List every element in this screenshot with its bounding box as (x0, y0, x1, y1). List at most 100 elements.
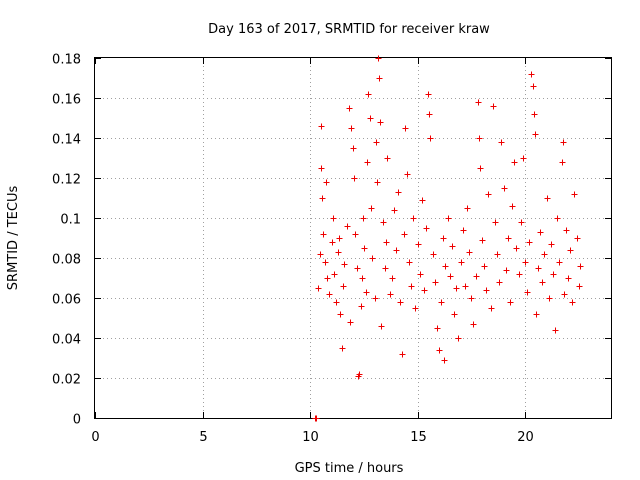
y-tick-label: 0.12 (52, 173, 81, 188)
data-point (481, 263, 488, 270)
data-point (532, 131, 539, 138)
data-point (556, 259, 563, 266)
data-point (430, 251, 437, 258)
data-point (383, 239, 390, 246)
data-point (571, 191, 578, 198)
data-point (464, 205, 471, 212)
data-point (442, 263, 449, 270)
data-point (485, 191, 492, 198)
data-point (350, 145, 357, 152)
x-tick-label: 5 (199, 430, 207, 445)
data-point (412, 305, 419, 312)
data-point (432, 279, 439, 286)
data-point (513, 245, 520, 252)
data-point (559, 159, 566, 166)
data-point (408, 283, 415, 290)
data-point (530, 83, 537, 90)
y-tick-label: 0.14 (52, 133, 81, 148)
data-point (374, 179, 381, 186)
data-point (395, 189, 402, 196)
data-point (393, 247, 400, 254)
data-point (460, 227, 467, 234)
data-point (451, 311, 458, 318)
data-point (330, 215, 337, 222)
data-point (462, 283, 469, 290)
data-point (552, 327, 559, 334)
data-point (339, 345, 346, 352)
data-point (372, 295, 379, 302)
data-point (359, 275, 366, 282)
data-point (535, 265, 542, 272)
data-point (368, 205, 375, 212)
data-point (563, 227, 570, 234)
data-point (507, 299, 514, 306)
data-point (317, 251, 324, 258)
data-point (449, 243, 456, 250)
data-point (473, 273, 480, 280)
data-point (377, 119, 384, 126)
data-point (319, 195, 326, 202)
data-point (365, 91, 372, 98)
data-point (380, 219, 387, 226)
data-point (445, 215, 452, 222)
data-point (509, 203, 516, 210)
data-point (458, 259, 465, 266)
data-point (382, 265, 389, 272)
data-point (404, 171, 411, 178)
y-tick-label: 0.18 (52, 53, 81, 68)
data-point (440, 235, 447, 242)
data-point (333, 299, 340, 306)
data-point (335, 249, 342, 256)
data-point (479, 237, 486, 244)
data-point (402, 125, 409, 132)
data-point (522, 259, 529, 266)
data-point (505, 235, 512, 242)
data-point (369, 255, 376, 262)
data-point (494, 251, 501, 258)
data-point (560, 139, 567, 146)
data-point (447, 273, 454, 280)
data-point (567, 247, 574, 254)
data-point (356, 371, 363, 378)
data-point (492, 219, 499, 226)
data-point (417, 271, 424, 278)
data-point (526, 239, 533, 246)
y-tick-label: 0.06 (52, 293, 81, 308)
data-point (565, 275, 572, 282)
data-point (360, 215, 367, 222)
x-tick-label: 10 (302, 430, 319, 445)
data-point (358, 303, 365, 310)
data-point (524, 289, 531, 296)
data-point (539, 279, 546, 286)
data-point (496, 279, 503, 286)
data-point (488, 305, 495, 312)
data-point (373, 139, 380, 146)
data-point (336, 235, 343, 242)
data-point (541, 251, 548, 258)
data-point (329, 239, 336, 246)
data-point (476, 135, 483, 142)
data-point (426, 111, 433, 118)
data-point (320, 231, 327, 238)
data-point (352, 231, 359, 238)
y-tick-label: 0.02 (52, 373, 81, 388)
x-tick-label: 20 (517, 430, 534, 445)
data-point (546, 295, 553, 302)
data-point (490, 103, 497, 110)
data-point (466, 249, 473, 256)
y-tick-label: 0 (73, 413, 81, 428)
data-point (425, 91, 432, 98)
data-point (569, 299, 576, 306)
data-point (528, 71, 535, 78)
data-point (348, 125, 355, 132)
data-point (375, 55, 382, 62)
data-point (326, 291, 333, 298)
data-point (438, 299, 445, 306)
data-point (344, 223, 351, 230)
data-point (554, 215, 561, 222)
data-point (399, 351, 406, 358)
data-point (340, 283, 347, 290)
data-point (406, 259, 413, 266)
chart-title: Day 163 of 2017, SRMTID for receiver kra… (208, 22, 490, 37)
